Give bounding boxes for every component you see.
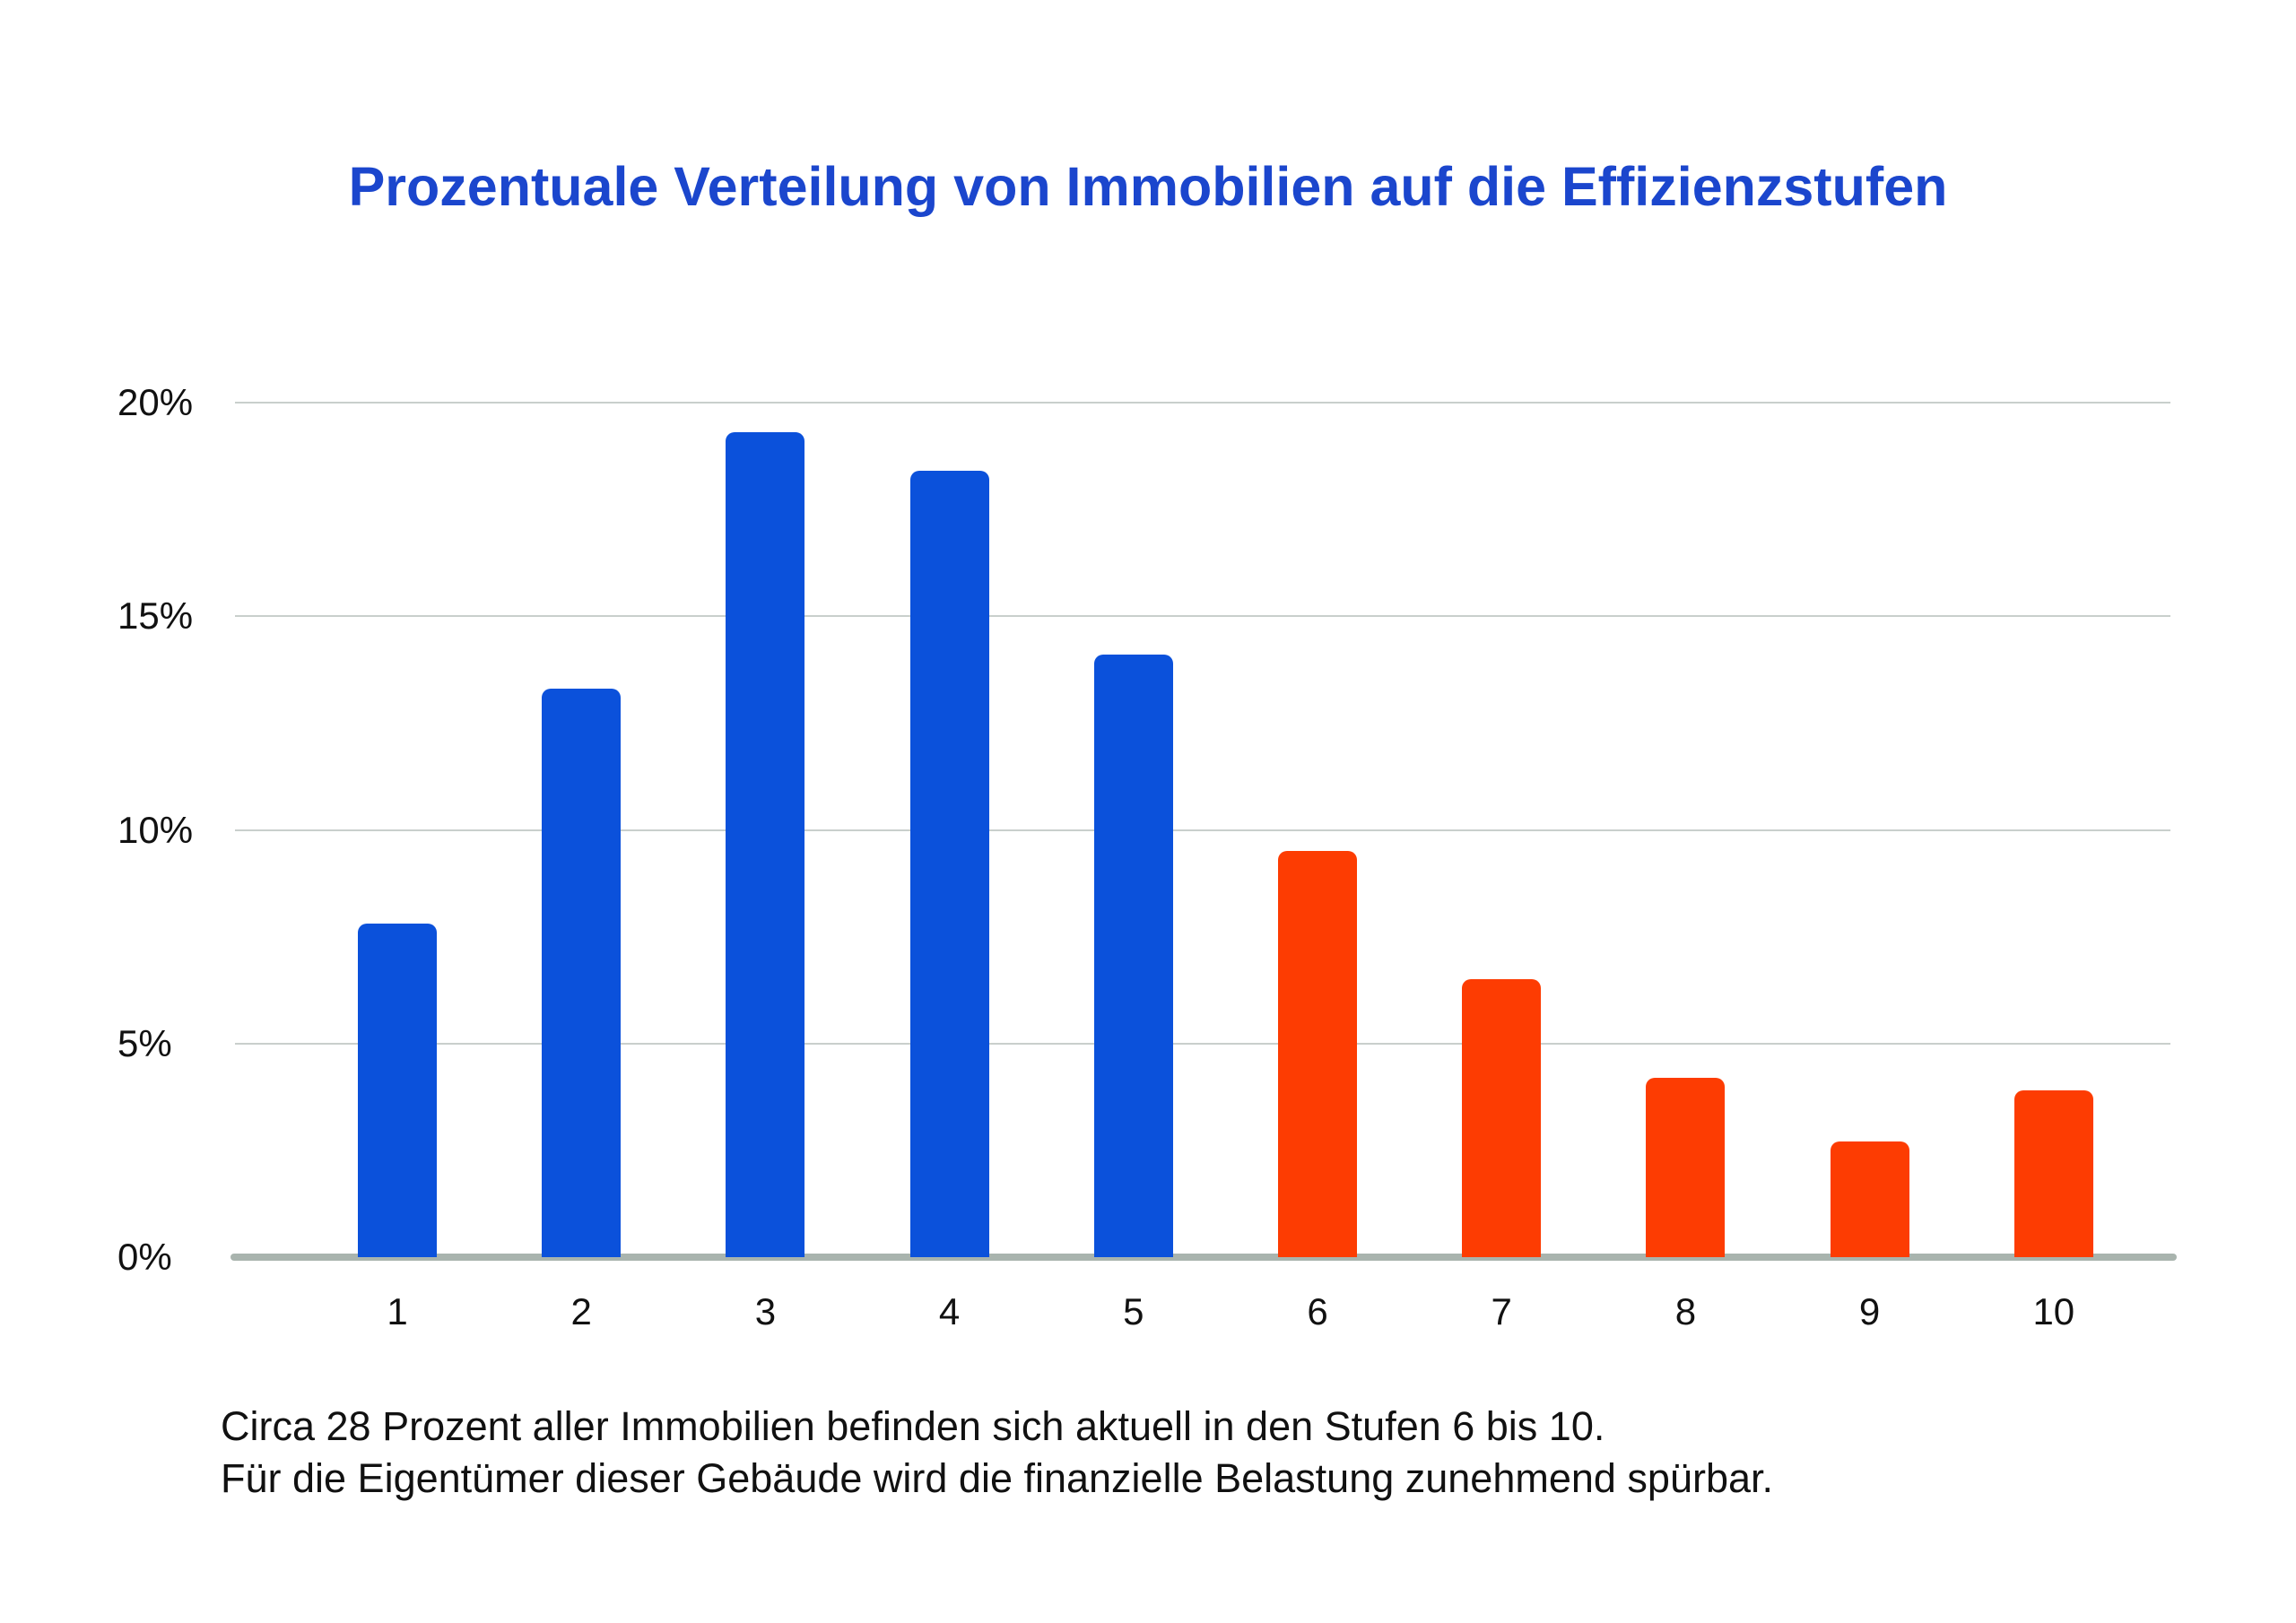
x-tick-label-3: 3	[754, 1290, 777, 1332]
x-tick-label-9: 9	[1858, 1290, 1881, 1332]
y-tick-label-0%: 0%	[117, 1236, 172, 1278]
bar-stufe-10	[2013, 1090, 2093, 1257]
bar-chart-plot-area	[230, 402, 2177, 1261]
bar-stufe-1	[358, 924, 437, 1257]
bar-stufe-5	[1093, 655, 1173, 1257]
bar-stufe-2	[542, 689, 622, 1257]
bar-stufe-8	[1646, 1077, 1726, 1257]
bar-stufe-3	[726, 432, 805, 1257]
caption-line-2: Für die Eigentümer dieser Gebäude wird d…	[221, 1455, 1774, 1501]
x-tick-label-6: 6	[1307, 1290, 1328, 1332]
bar-stufe-6	[1278, 851, 1357, 1257]
gridline-20%	[235, 402, 2170, 404]
gridline-10%	[235, 829, 2170, 831]
bar-stufe-7	[1462, 979, 1542, 1257]
x-tick-label-1: 1	[387, 1290, 408, 1332]
x-tick-label-8: 8	[1674, 1290, 1697, 1332]
x-tick-label-5: 5	[1123, 1290, 1144, 1332]
y-tick-label-10%: 10%	[117, 808, 194, 851]
caption-line-1: Circa 28 Prozent aller Immobilien befind…	[221, 1403, 1605, 1449]
y-tick-label-5%: 5%	[117, 1021, 172, 1064]
gridline-5%	[235, 1042, 2170, 1045]
bar-stufe-9	[1830, 1141, 1909, 1257]
chart-caption: Circa 28 Prozent aller Immobilien befind…	[221, 1401, 1773, 1505]
x-tick-label-7: 7	[1491, 1290, 1512, 1332]
gridline-15%	[235, 615, 2170, 618]
x-axis-baseline	[230, 1254, 2177, 1261]
y-tick-label-20%: 20%	[117, 381, 194, 423]
x-tick-label-10: 10	[2032, 1290, 2075, 1332]
x-tick-label-4: 4	[938, 1290, 961, 1332]
x-tick-label-2: 2	[570, 1290, 592, 1332]
y-tick-label-15%: 15%	[117, 595, 194, 638]
chart-title: Prozentuale Verteilung von Immobilien au…	[348, 156, 1948, 217]
bar-stufe-4	[909, 471, 989, 1257]
